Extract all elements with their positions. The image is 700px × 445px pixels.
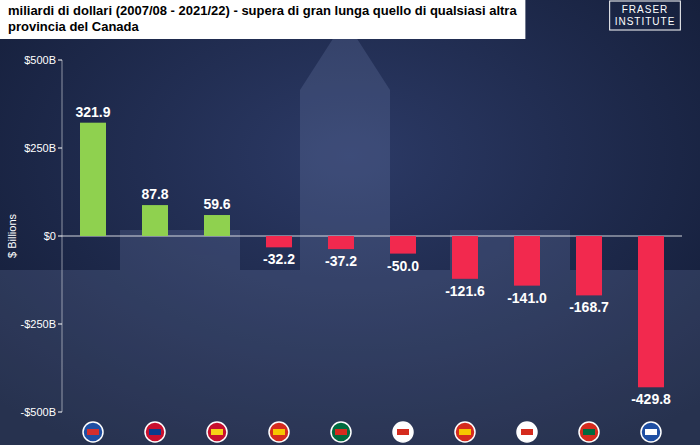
- flag-circle: [269, 422, 289, 442]
- y-tick-label: $250B: [24, 142, 56, 154]
- y-tick: [58, 148, 62, 149]
- bar: [204, 215, 230, 236]
- logo: FRASERINSTITUTE: [610, 1, 681, 30]
- logo-frame: [610, 1, 681, 30]
- flag-circle: [455, 422, 475, 442]
- flag-circle: [83, 422, 103, 442]
- logo-line: INSTITUTE: [615, 16, 676, 27]
- data-label: -429.8: [631, 391, 671, 407]
- bar: [328, 236, 354, 249]
- flag-emblem: [273, 429, 285, 435]
- flag-emblem: [521, 429, 533, 435]
- flag-icon: [83, 422, 103, 442]
- data-label: -32.2: [263, 251, 295, 267]
- bar: [514, 236, 540, 286]
- flag-icon: [641, 422, 661, 442]
- flag-icon: [145, 422, 165, 442]
- data-label: 321.9: [75, 104, 110, 120]
- tower: [300, 90, 390, 270]
- y-tick: [58, 324, 62, 325]
- flag-icon: [579, 422, 599, 442]
- logo-line: FRASER: [622, 4, 669, 15]
- flag-emblem: [87, 429, 99, 435]
- bar: [390, 236, 416, 254]
- flag-icon: [207, 422, 227, 442]
- bar: [80, 123, 106, 236]
- parliament-silhouette: [0, 20, 700, 445]
- y-tick-label: $0: [44, 230, 56, 242]
- flag-emblem: [459, 429, 471, 435]
- flag-emblem: [149, 429, 161, 435]
- flag-emblem: [211, 429, 223, 435]
- building: [0, 270, 700, 445]
- flag-circle: [641, 422, 661, 442]
- data-label: -141.0: [507, 290, 547, 306]
- flag-circle: [517, 422, 537, 442]
- bar: [266, 236, 292, 247]
- logo-text: FRASERINSTITUTE: [615, 4, 676, 27]
- bar: [452, 236, 478, 279]
- y-tick-label: $500B: [24, 54, 56, 66]
- data-label: -37.2: [325, 253, 357, 269]
- title: miliardi di dollari (2007/08 - 2021/22) …: [8, 3, 517, 34]
- y-tick: [58, 60, 62, 61]
- data-label: -121.6: [445, 283, 485, 299]
- y-axis-title: $ Billions: [6, 213, 18, 258]
- flag-icon: [517, 422, 537, 442]
- data-label: 59.6: [203, 196, 230, 212]
- flag-icon: [393, 422, 413, 442]
- flag-emblem: [335, 429, 347, 435]
- background: [0, 0, 700, 445]
- flag-emblem: [645, 429, 657, 435]
- y-tick: [58, 412, 62, 413]
- flag-circle: [145, 422, 165, 442]
- bar: [638, 236, 664, 387]
- data-label: -168.7: [569, 299, 609, 315]
- flag-icon: [331, 422, 351, 442]
- flag-circle: [207, 422, 227, 442]
- data-label: 87.8: [141, 186, 168, 202]
- flag-circle: [393, 422, 413, 442]
- bar: [142, 205, 168, 236]
- y-tick: [58, 236, 62, 237]
- title-line: miliardi di dollari (2007/08 - 2021/22) …: [8, 3, 517, 18]
- title-line: provincia del Canada: [8, 19, 140, 34]
- flag-emblem: [397, 429, 409, 435]
- flag-circle: [579, 422, 599, 442]
- flag-icon: [455, 422, 475, 442]
- title-box: miliardi di dollari (2007/08 - 2021/22) …: [0, 0, 525, 39]
- flag-icon: [269, 422, 289, 442]
- y-tick-label: -$500B: [21, 406, 56, 418]
- data-label: -50.0: [387, 258, 419, 274]
- y-tick-label: -$250B: [21, 318, 56, 330]
- flag-emblem: [583, 429, 595, 435]
- flag-circle: [331, 422, 351, 442]
- bar: [576, 236, 602, 295]
- title-background: [0, 0, 525, 39]
